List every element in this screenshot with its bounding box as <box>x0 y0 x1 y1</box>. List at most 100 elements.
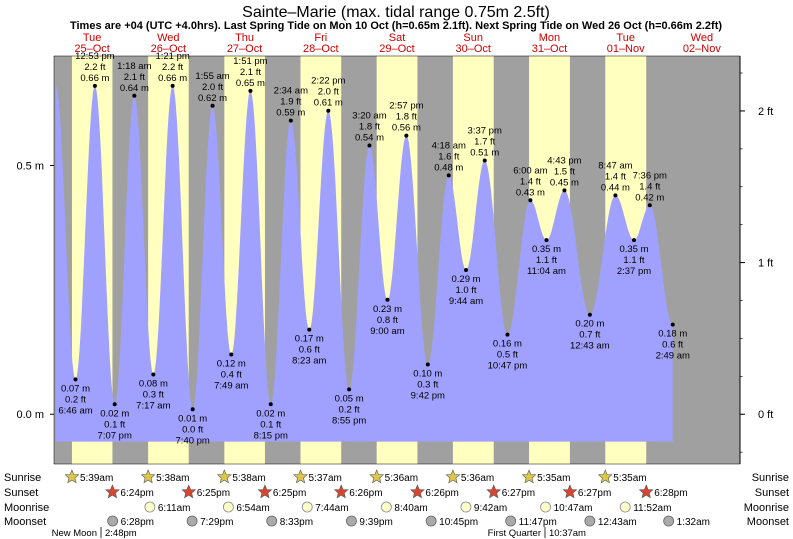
tide-meters: 0.61 m <box>314 98 343 109</box>
sunrise-icon <box>369 469 385 484</box>
moonrise-time: 6:54am <box>236 503 269 514</box>
tide-meters: 0.35 m <box>532 244 561 255</box>
tide-point <box>482 158 487 163</box>
sunrise-icon <box>216 469 232 484</box>
tide-time: 4:43 pm <box>547 155 581 166</box>
tide-point <box>613 193 618 198</box>
tide-point <box>404 133 409 138</box>
tide-meters: 0.54 m <box>355 133 384 144</box>
tide-feet: 2.0 ft <box>318 87 339 98</box>
tide-time: 4:18 am <box>432 140 466 151</box>
moonrise-time: 6:11am <box>158 503 191 514</box>
tide-meters: 0.18 m <box>658 329 687 340</box>
tide-meters: 0.35 m <box>619 244 648 255</box>
sunset-time: 6:25pm <box>197 488 230 499</box>
tide-point <box>587 312 592 317</box>
tide-feet: 1.6 ft <box>438 151 459 162</box>
day-date: 01–Nov <box>607 43 645 55</box>
moon-phase-name: New Moon <box>52 528 97 539</box>
moonset-time: 1:32am <box>677 517 710 528</box>
y-tick-label-right: 2 ft <box>758 106 773 118</box>
tide-meters: 0.10 m <box>413 368 442 379</box>
moonset-time: 10:45pm <box>439 517 478 528</box>
sunrise-icon <box>64 469 80 484</box>
tide-feet: 0.4 ft <box>221 370 242 381</box>
tide-meters: 0.02 m <box>256 408 285 419</box>
tide-time: 9:00 am <box>370 326 404 337</box>
tide-feet: 0.8 ft <box>377 315 398 326</box>
moonrise-icon <box>381 501 392 513</box>
tide-time: 6:46 am <box>58 405 92 416</box>
tide-time: 3:20 am <box>352 111 386 122</box>
tide-time: 1:18 am <box>117 61 151 72</box>
sunrise-time: 5:36am <box>461 473 494 484</box>
tide-meters: 0.48 m <box>434 162 463 173</box>
tide-point <box>307 327 312 332</box>
y-tick-label-left: 0.5 m <box>16 160 44 172</box>
tide-feet: 2.0 ft <box>202 82 223 93</box>
sunrise-time: 5:36am <box>385 473 418 484</box>
tide-point <box>326 108 331 113</box>
day-date: 30–Oct <box>455 43 490 55</box>
row-label-left: Moonrise <box>4 502 49 514</box>
sunrise-icon <box>597 469 613 484</box>
tide-meters: 0.65 m <box>236 78 265 89</box>
moon-phase-time: 2:48pm <box>105 528 137 539</box>
tide-meters: 0.16 m <box>493 339 522 350</box>
tide-time: 8:55 pm <box>332 415 366 426</box>
tide-time: 6:00 am <box>513 165 547 176</box>
day-date: 29–Oct <box>379 43 414 55</box>
moonrise-icon <box>222 501 234 513</box>
sunrise-time: 5:35am <box>613 473 646 484</box>
moonrise-time: 8:40am <box>394 503 427 514</box>
tide-meters: 0.43 m <box>516 187 545 198</box>
tide-feet: 0.6 ft <box>662 340 683 351</box>
sun-moon-rows: Sunrise Sunrise Sunset Sunset Moonrise Moonri… <box>4 469 789 539</box>
tide-meters: 0.17 m <box>295 334 324 345</box>
moonset-icon <box>663 515 675 527</box>
tide-point <box>562 188 567 193</box>
tide-feet: 2.1 ft <box>124 72 145 83</box>
tide-point <box>505 332 510 337</box>
tide-time: 10:47 pm <box>488 361 528 372</box>
moonrise-icon <box>540 501 551 513</box>
sunset-icon <box>105 484 120 499</box>
tide-time: 7:17 am <box>136 400 170 411</box>
tide-time: 9:42 pm <box>411 390 445 401</box>
tide-point <box>528 198 533 203</box>
tide-meters: 0.59 m <box>276 108 305 119</box>
tide-feet: 1.9 ft <box>280 97 301 108</box>
tide-point <box>92 83 97 88</box>
day-date: 27–Oct <box>227 43 262 55</box>
tide-point <box>647 203 652 208</box>
tide-feet: 0.6 ft <box>299 345 320 356</box>
tide-feet: 0.2 ft <box>339 404 360 415</box>
tide-time: 2:37 pm <box>617 266 651 277</box>
tide-point <box>446 173 451 178</box>
tide-feet: 1.4 ft <box>520 176 541 187</box>
moonset-icon <box>584 515 596 527</box>
tide-time: 12:43 am <box>570 341 610 352</box>
tide-time: 7:07 pm <box>98 430 132 441</box>
sunset-time: 6:28pm <box>654 488 687 499</box>
sunset-time: 6:27pm <box>578 488 611 499</box>
tide-meters: 0.45 m <box>550 177 579 188</box>
sunset-icon <box>486 484 502 499</box>
tide-feet: 0.1 ft <box>104 419 125 430</box>
tide-feet: 1.1 ft <box>536 255 557 266</box>
tide-meters: 0.02 m <box>100 408 129 419</box>
sunrise-icon <box>521 469 537 484</box>
tide-feet: 1.8 ft <box>396 112 417 123</box>
day-name: Thu <box>235 32 254 44</box>
tide-feet: 1.5 ft <box>554 166 575 177</box>
tide-meters: 0.01 m <box>178 413 207 424</box>
tide-point <box>210 103 215 108</box>
tide-feet: 0.3 ft <box>143 389 164 400</box>
moon-phase-time: 10:37am <box>549 528 586 539</box>
moonset-icon <box>346 515 357 527</box>
tide-point <box>112 402 117 407</box>
tide-feet: 0.1 ft <box>260 419 281 430</box>
sunset-time: 6:25pm <box>273 488 306 499</box>
